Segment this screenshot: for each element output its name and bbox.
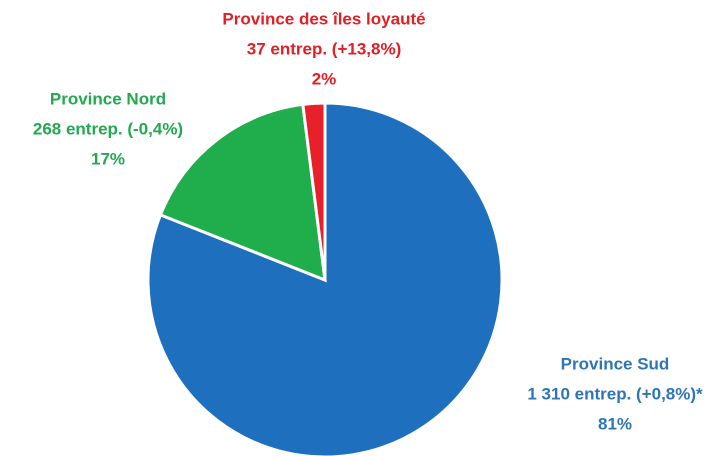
slice-detail: 1 310 entrep. (+0,8%)* bbox=[527, 384, 703, 403]
pie-slice bbox=[158, 102, 327, 283]
slice-detail: 268 entrep. (-0,4%) bbox=[33, 119, 183, 138]
slice-label: Province Nord bbox=[50, 89, 166, 108]
slice-label: Province Sud bbox=[561, 354, 670, 373]
slice-percent: 17% bbox=[91, 149, 125, 168]
pie-slice bbox=[146, 101, 504, 456]
slice-label: Province des îles loyauté bbox=[222, 9, 425, 28]
slice-detail: 37 entrep. (+13,8%) bbox=[247, 39, 402, 58]
slice-percent: 81% bbox=[598, 414, 632, 433]
pie-slice bbox=[301, 101, 327, 281]
slice-percent: 2% bbox=[312, 69, 337, 88]
